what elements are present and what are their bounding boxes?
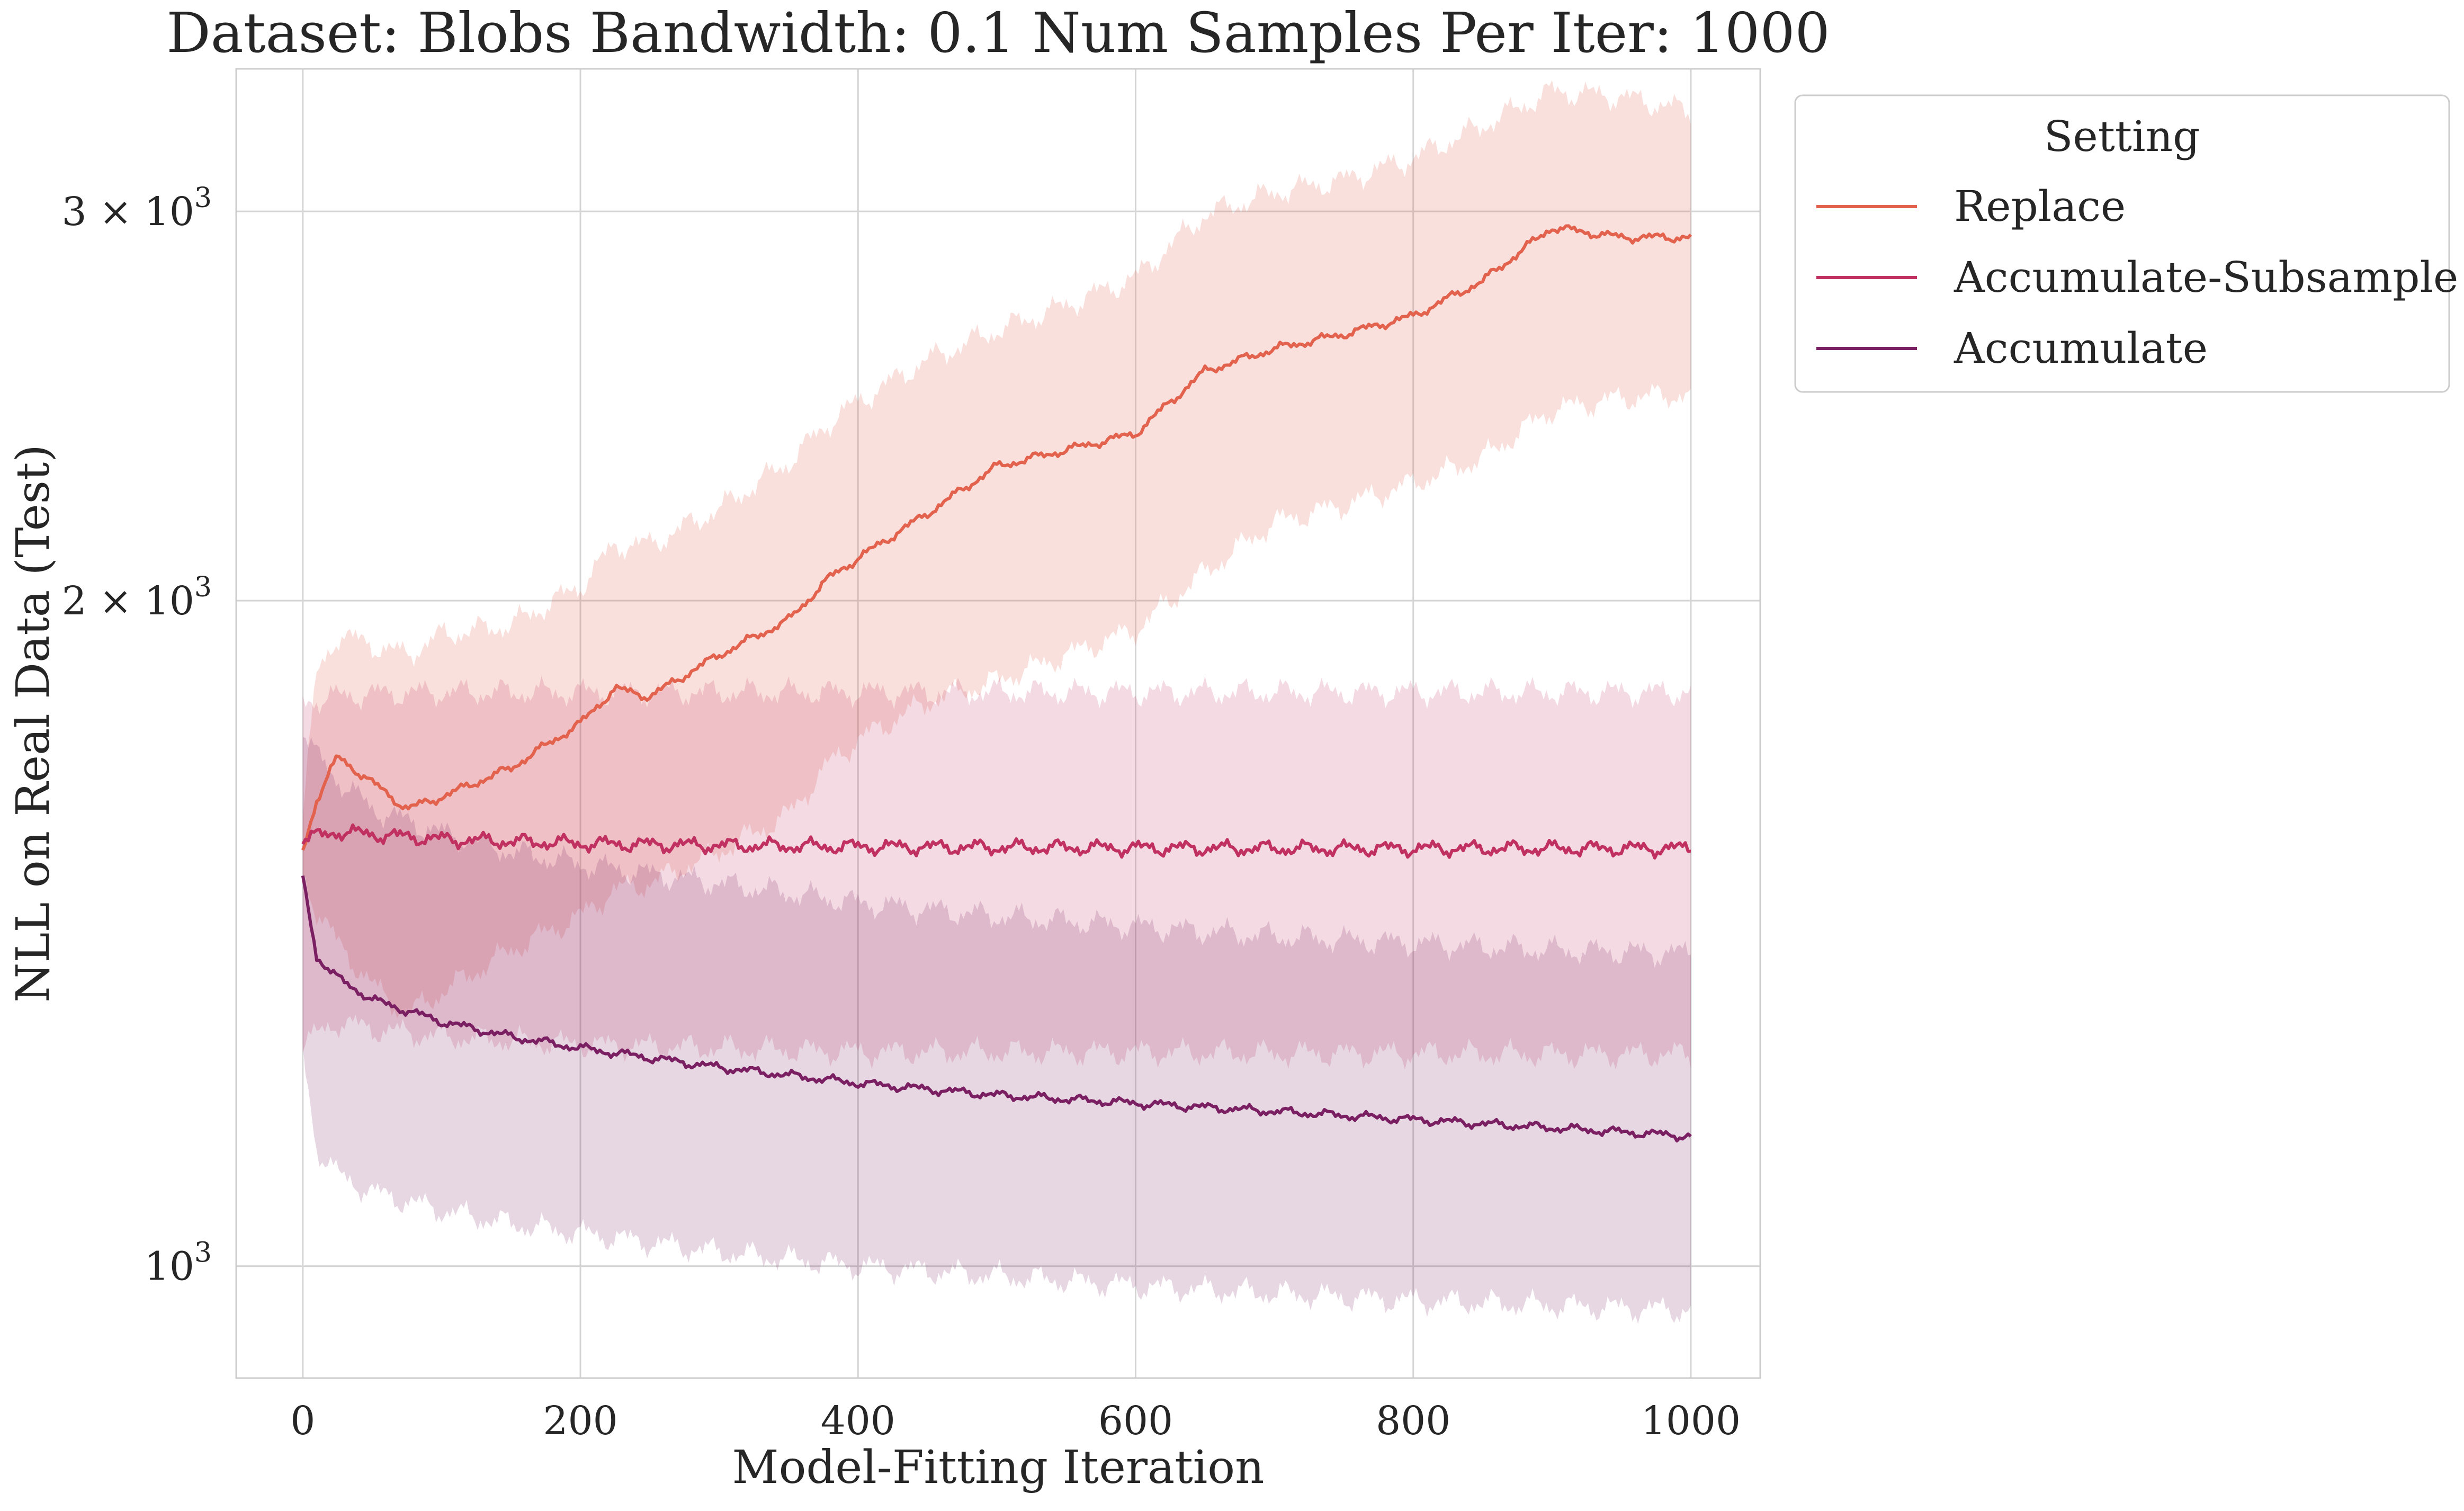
legend-label: Accumulate-Subsample	[1954, 253, 2458, 302]
series-line-replace	[301, 224, 1692, 851]
confidence-band-accumulate-subsample	[302, 676, 1691, 1070]
x-tick-label: 600	[1098, 1398, 1173, 1444]
legend-label: Replace	[1954, 182, 2126, 231]
y-tick-layer: 103 2 × 103 3 × 103	[62, 182, 212, 1290]
x-axis-label: Model-Fitting Iteration	[732, 1441, 1265, 1494]
grid-layer	[236, 69, 1760, 1378]
confidence-band-replace	[302, 80, 1691, 1018]
band-layer	[302, 80, 1691, 1324]
y-tick-label: 2 × 103	[62, 571, 212, 624]
legend-frame	[1794, 94, 2450, 393]
chart-title: Dataset: Blobs Bandwidth: 0.1 Num Sample…	[166, 1, 1830, 65]
plot-frame	[235, 68, 1761, 1379]
legend-title: Setting	[2044, 112, 2200, 161]
series-line-accumulate-subsample	[301, 823, 1691, 860]
line-layer	[301, 224, 1692, 1143]
y-tick-label: 3 × 103	[62, 182, 212, 235]
x-tick-label: 800	[1376, 1398, 1450, 1444]
confidence-band-accumulate	[302, 737, 1691, 1324]
x-tick-layer: 0 200 400 600 800 1000	[290, 1398, 1741, 1444]
legend-entries: Replace Accumulate-Subsample Accumulate	[1816, 182, 2458, 373]
x-tick-label: 200	[543, 1398, 617, 1444]
legend: Setting Replace Accumulate-Subsample Accum…	[1794, 94, 2458, 393]
x-tick-label: 400	[821, 1398, 895, 1444]
x-tick-label: 0	[290, 1398, 315, 1444]
y-axis-label: NLL on Real Data (Test)	[7, 444, 60, 1003]
y-tick-label: 103	[145, 1237, 212, 1290]
x-tick-label: 1000	[1641, 1398, 1741, 1444]
series-line-accumulate	[301, 875, 1692, 1143]
legend-label: Accumulate	[1954, 324, 2208, 373]
